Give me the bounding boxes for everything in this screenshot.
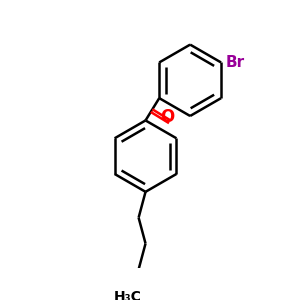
Text: O: O [160, 108, 174, 126]
Text: H₃C: H₃C [114, 290, 142, 300]
Text: Br: Br [226, 55, 244, 70]
